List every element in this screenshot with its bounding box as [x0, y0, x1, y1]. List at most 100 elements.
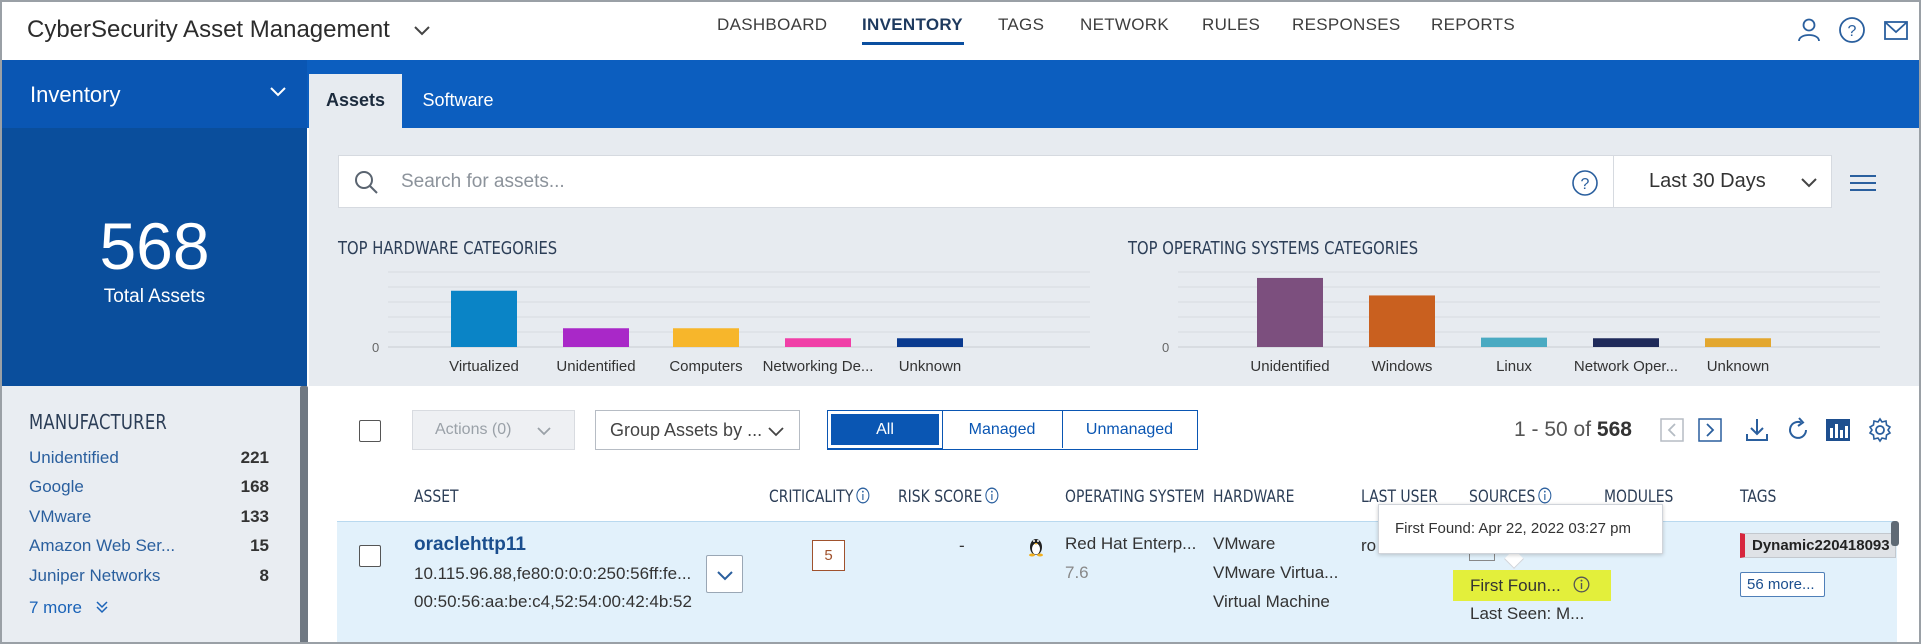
nav-network[interactable]: NETWORK	[1080, 15, 1169, 34]
manufacturer-item[interactable]: Google 168	[29, 477, 269, 497]
col-modules[interactable]: MODULES	[1604, 487, 1674, 507]
row-checkbox[interactable]	[359, 545, 381, 567]
manufacturer-label: Unidentified	[29, 448, 119, 467]
last-seen-field: Last Seen: M...	[1470, 604, 1585, 623]
col-hardware[interactable]: HARDWARE	[1213, 487, 1295, 507]
tags-more-button[interactable]: 56 more...	[1740, 572, 1825, 597]
criticality-badge[interactable]: 5	[812, 540, 845, 571]
segment-all[interactable]: All	[827, 410, 943, 449]
tab-software[interactable]: Software	[422, 90, 494, 110]
prev-page-icon[interactable]	[1659, 416, 1685, 444]
column-chart-view-icon[interactable]	[1825, 416, 1851, 444]
manufacturer-item[interactable]: VMware 133	[29, 507, 269, 527]
top-bar: CyberSecurity Asset Management DASHBOARD…	[2, 2, 1919, 60]
manufacturer-label: VMware	[29, 507, 92, 526]
search-help-icon[interactable]: ?	[1571, 169, 1599, 197]
refresh-icon[interactable]	[1785, 416, 1811, 444]
table-scrollbar[interactable]	[1891, 521, 1899, 546]
source-icon	[1469, 553, 1495, 561]
select-all-checkbox[interactable]	[359, 420, 381, 442]
inventory-dropdown[interactable]: Inventory	[2, 60, 307, 128]
col-last-user[interactable]: LAST USER	[1361, 487, 1438, 507]
expand-row-button[interactable]	[706, 555, 743, 593]
segment-managed[interactable]: Managed	[942, 411, 1063, 448]
asset-name-link[interactable]: oraclehttp11	[414, 534, 526, 555]
col-asset[interactable]: ASSET	[414, 487, 459, 507]
segment-unmanaged[interactable]: Unmanaged	[1085, 421, 1174, 438]
settings-gear-icon[interactable]	[1867, 416, 1893, 444]
os-category-label: Unknown	[1707, 358, 1770, 375]
group-assets-select[interactable]: Group Assets by ...	[595, 410, 800, 450]
info-icon[interactable]	[985, 487, 999, 504]
manufacturer-item[interactable]: Juniper Networks 8	[29, 566, 269, 586]
col-operating-system[interactable]: OPERATING SYSTEM	[1065, 487, 1205, 507]
nav-responses[interactable]: RESPONSES	[1292, 15, 1401, 34]
tab-assets[interactable]: Assets	[309, 74, 402, 128]
os-category-label: Linux	[1496, 358, 1532, 375]
hardware-manufacturer: VMware	[1213, 534, 1276, 553]
search-input[interactable]: Search for assets...	[401, 171, 565, 192]
manufacturer-more-link[interactable]: 7 more	[29, 598, 109, 618]
actions-button[interactable]: Actions (0)	[412, 410, 575, 450]
os-bar[interactable]	[1593, 338, 1659, 347]
manufacturer-title: MANUFACTURER	[29, 410, 168, 434]
double-chevron-down-icon	[96, 601, 108, 614]
os-bar[interactable]	[1257, 277, 1323, 347]
col-tags[interactable]: TAGS	[1740, 487, 1777, 507]
sidebar-scrollbar[interactable]	[300, 386, 308, 642]
hardware-bar[interactable]	[673, 328, 739, 347]
svg-text:?: ?	[1581, 176, 1590, 193]
manufacturer-label: Amazon Web Ser...	[29, 536, 176, 555]
download-icon[interactable]	[1744, 416, 1770, 444]
manufacturer-panel: MANUFACTURER Unidentified 221 Google 168 V…	[2, 386, 302, 642]
app-switcher-chevron-icon[interactable]	[412, 20, 432, 40]
svg-text:?: ?	[1848, 23, 1857, 40]
nav-reports[interactable]: REPORTS	[1431, 15, 1515, 34]
help-icon[interactable]: ?	[1838, 16, 1866, 44]
col-criticality-label: CRITICALITY	[769, 487, 854, 507]
linux-penguin-icon	[1029, 539, 1043, 557]
os-bar[interactable]	[1369, 295, 1435, 347]
hardware-bar[interactable]	[563, 328, 629, 347]
hamburger-menu-icon[interactable]	[1848, 170, 1878, 196]
nav-dashboard[interactable]: DASHBOARD	[717, 15, 828, 34]
info-icon[interactable]	[1538, 487, 1552, 504]
os-version: 7.6	[1065, 563, 1089, 582]
chevron-down-icon[interactable]	[1799, 172, 1819, 192]
col-risk-label: RISK SCORE	[898, 487, 983, 507]
col-criticality[interactable]: CRITICALITY	[769, 487, 870, 507]
nav-inventory[interactable]: INVENTORY	[862, 15, 963, 34]
os-bar[interactable]	[1705, 338, 1771, 347]
total-assets-label: Total Assets	[103, 286, 206, 307]
search-icon	[355, 171, 378, 194]
first-found-field[interactable]: First Foun...	[1453, 570, 1611, 601]
hardware-bar[interactable]	[785, 338, 851, 347]
hardware-category-label: Networking De...	[763, 358, 874, 375]
manufacturer-item[interactable]: Unidentified 221	[29, 448, 269, 468]
chevron-down-icon	[717, 571, 733, 581]
hardware-bar[interactable]	[897, 338, 963, 347]
total-assets-card: 568 Total Assets	[2, 128, 307, 386]
os-bar-chart: 0 Unidentified Windows Linux Network Oper...…	[1162, 271, 1880, 375]
hardware-bar[interactable]	[451, 290, 517, 347]
os-bar[interactable]	[1481, 337, 1547, 347]
risk-score-value: -	[959, 536, 965, 555]
nav-rules[interactable]: RULES	[1202, 15, 1261, 34]
nav-tags[interactable]: TAGS	[998, 15, 1045, 34]
manufacturer-count: 15	[250, 536, 269, 555]
chevron-down-icon	[768, 427, 784, 437]
asset-ip-addresses: 10.115.96.88,fe80:0:0:0:250:56ff:fe...	[414, 564, 692, 583]
info-icon[interactable]	[1573, 576, 1590, 593]
user-icon[interactable]	[1795, 16, 1823, 44]
info-icon[interactable]	[856, 487, 870, 504]
col-sources[interactable]: SOURCES	[1469, 487, 1552, 507]
actions-label: Actions (0)	[435, 421, 512, 438]
date-range-select[interactable]: Last 30 Days	[1649, 170, 1766, 192]
next-page-icon[interactable]	[1697, 416, 1723, 444]
tag-chip[interactable]: Dynamic220418093	[1740, 533, 1896, 558]
manufacturer-item[interactable]: Amazon Web Ser... 15	[29, 536, 269, 556]
os-category-label: Unidentified	[1250, 358, 1329, 375]
mail-icon[interactable]	[1882, 16, 1910, 44]
manufacturer-count: 168	[240, 477, 269, 496]
col-risk-score[interactable]: RISK SCORE	[898, 487, 999, 507]
